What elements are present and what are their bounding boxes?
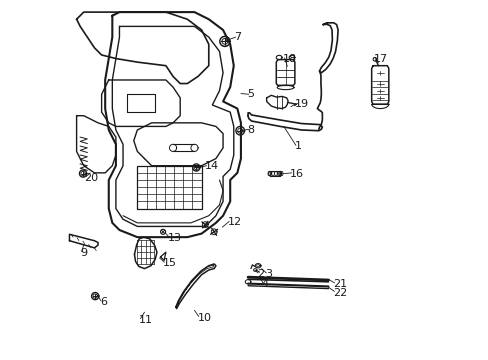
Text: 20: 20 <box>83 173 98 183</box>
Text: 18: 18 <box>283 54 297 64</box>
Text: 2: 2 <box>256 269 263 279</box>
Text: 4: 4 <box>261 279 268 289</box>
Text: 14: 14 <box>205 161 219 171</box>
Text: 1: 1 <box>294 141 301 151</box>
Text: 16: 16 <box>290 168 304 179</box>
Text: 15: 15 <box>163 258 177 268</box>
Text: 10: 10 <box>197 312 211 323</box>
Text: 19: 19 <box>294 99 308 109</box>
Text: 7: 7 <box>233 32 241 42</box>
Text: 9: 9 <box>80 248 87 258</box>
Text: 3: 3 <box>264 269 271 279</box>
Text: 22: 22 <box>332 288 346 297</box>
Text: 5: 5 <box>247 89 254 99</box>
Text: 11: 11 <box>139 315 153 325</box>
Text: 13: 13 <box>167 233 182 243</box>
Text: 8: 8 <box>247 125 254 135</box>
Text: 21: 21 <box>332 279 346 289</box>
Text: 6: 6 <box>100 297 106 307</box>
Text: 12: 12 <box>227 217 242 227</box>
Text: 17: 17 <box>373 54 387 64</box>
